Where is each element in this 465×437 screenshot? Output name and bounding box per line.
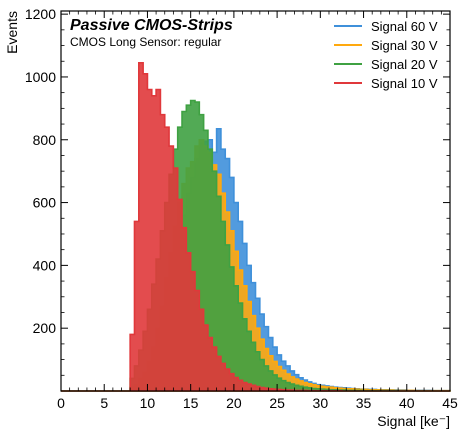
x-tick-label: 35 xyxy=(356,395,372,411)
legend-item-signal-30-v: Signal 30 V xyxy=(334,38,438,53)
chart-title: Passive CMOS-Strips xyxy=(70,17,233,34)
legend: Signal 60 V Signal 30 V Signal 20 V Signal … xyxy=(334,19,438,91)
y-tick-label: 800 xyxy=(33,132,57,148)
series-signal-20-v xyxy=(61,99,450,392)
y-tick-label: 1200 xyxy=(25,6,56,22)
x-tick-label: 10 xyxy=(140,395,156,411)
legend-label: Signal 20 V xyxy=(371,57,438,72)
x-tick-label: 25 xyxy=(269,395,285,411)
x-tick-label: 30 xyxy=(313,395,329,411)
ticks-layer: 0 5 10 15 20 25 30 35 40 45 200 400 600 800 1000 1200 xyxy=(25,6,458,411)
legend-label: Signal 10 V xyxy=(371,76,438,91)
legend-item-signal-20-v: Signal 20 V xyxy=(334,57,438,72)
legend-label: Signal 60 V xyxy=(371,19,438,34)
y-tick-label: 200 xyxy=(33,320,57,336)
x-axis-label: Signal [ke⁻] xyxy=(377,413,450,429)
x-tick-label: 45 xyxy=(442,395,458,411)
chart-subtitle: CMOS Long Sensor: regular xyxy=(70,35,221,49)
legend-label: Signal 30 V xyxy=(371,38,438,53)
x-tick-label: 40 xyxy=(399,395,415,411)
legend-item-signal-60-v: Signal 60 V xyxy=(334,19,438,34)
legend-item-signal-10-v: Signal 10 V xyxy=(334,76,438,91)
y-tick-label: 400 xyxy=(33,257,57,273)
series-layer xyxy=(61,62,451,392)
x-tick-label: 15 xyxy=(183,395,199,411)
y-tick-label: 600 xyxy=(33,195,57,211)
y-tick-label: 1000 xyxy=(25,69,56,85)
x-tick-label: 0 xyxy=(57,395,65,411)
plot-frame xyxy=(60,10,451,392)
x-tick-label: 20 xyxy=(226,395,242,411)
histogram-signal-20-v xyxy=(61,99,450,392)
y-axis-label: Events xyxy=(4,11,20,54)
x-tick-label: 5 xyxy=(100,395,108,411)
